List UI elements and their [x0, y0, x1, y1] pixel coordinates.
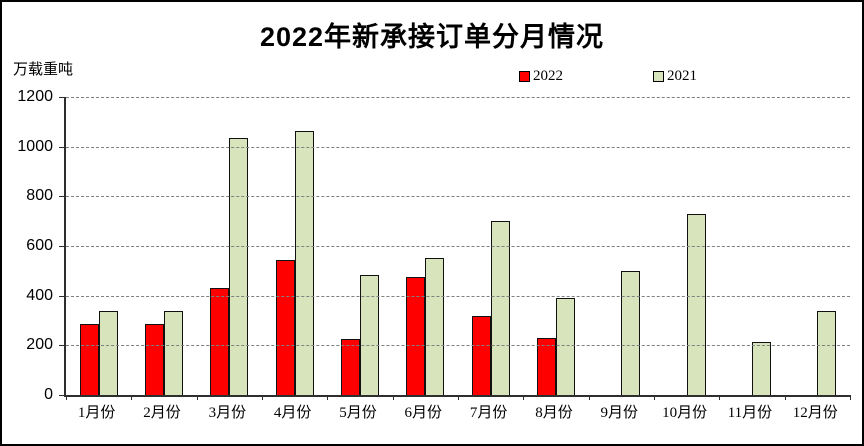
x-tick-label-5月份: 5月份: [339, 405, 377, 421]
legend-item-2021: 2021: [653, 68, 697, 85]
gridline-200: [66, 345, 850, 347]
bar-2022-7月份: [471, 315, 491, 395]
y-tick-200: [59, 345, 66, 347]
x-tick-label-6月份: 6月份: [404, 405, 443, 421]
y-tick-1200: [59, 97, 66, 98]
x-tick-5: [392, 395, 394, 400]
x-tick-6: [458, 395, 459, 400]
bar-2021-1月份: [98, 310, 118, 395]
y-axis-labels: 0 200 400 600 800 1000 1200: [2, 88, 58, 403]
x-tick-12: [850, 395, 851, 400]
legend-swatch-2021-icon: [653, 71, 664, 82]
x-tick-label-12月份: 12月份: [792, 405, 838, 421]
x-tick-0: [66, 395, 67, 400]
bar-2021-2月份: [163, 310, 183, 395]
x-tick-1: [131, 395, 133, 400]
legend-item-2022: 2022: [519, 68, 563, 85]
gridline-400: [66, 295, 850, 297]
legend-label-2021: 2021: [667, 68, 697, 84]
bar-2021-9月份: [621, 270, 641, 395]
y-tick-label-800: 800: [26, 187, 53, 205]
legend-swatch-2022-icon: [519, 71, 530, 82]
gridline-800: [66, 196, 850, 198]
bar-group-11月份: [719, 97, 784, 395]
bar-2021-7月份: [490, 221, 510, 395]
bar-2021-4月份: [294, 130, 314, 395]
bar-2022-6月份: [406, 277, 426, 395]
bar-group-7月份: [458, 97, 523, 395]
y-tick-label-0: 0: [44, 386, 53, 403]
bar-group-6月份: [393, 97, 458, 395]
x-tick-9: [654, 395, 655, 400]
y-tick-label-1200: 1200: [17, 88, 53, 105]
bar-2022-8月份: [536, 337, 556, 395]
bar-2021-3月份: [229, 137, 249, 395]
bar-2021-12月份: [817, 310, 837, 395]
y-tick-600: [59, 246, 66, 247]
bar-2021-6月份: [425, 258, 445, 395]
gridline-600: [66, 246, 850, 247]
y-tick-800: [59, 196, 66, 198]
bar-2022-5月份: [340, 339, 360, 395]
bar-2021-5月份: [359, 274, 379, 395]
bar-2021-11月份: [751, 341, 771, 395]
bar-group-3月份: [197, 97, 262, 395]
legend-label-2022: 2022: [533, 68, 563, 84]
bar-group-10月份: [654, 97, 719, 395]
x-tick-3: [262, 395, 263, 400]
bar-2021-10月份: [686, 213, 706, 395]
plot-area: [59, 97, 851, 400]
bar-group-9月份: [589, 97, 654, 395]
y-tick-label-600: 600: [26, 237, 53, 254]
x-tick-label-2月份: 2月份: [143, 405, 181, 421]
x-tick-label-9月份: 9月份: [600, 405, 639, 421]
bar-2021-8月份: [555, 298, 575, 395]
y-tick-0: [59, 395, 66, 396]
x-tick-10: [719, 395, 721, 400]
x-tick-label-4月份: 4月份: [273, 405, 312, 421]
y-tick-400: [59, 295, 66, 297]
y-tick-label-400: 400: [26, 286, 53, 304]
x-tick-label-8月份: 8月份: [535, 405, 573, 421]
y-axis-unit-label: 万载重吨: [13, 62, 74, 78]
chart-title: 2022年新承接订单分月情况: [259, 22, 605, 52]
gridline-1200: [66, 97, 850, 98]
bars-container: [66, 97, 850, 395]
bar-group-5月份: [327, 97, 392, 395]
x-tick-8: [588, 395, 590, 400]
x-tick-label-11月份: 11月份: [727, 405, 773, 421]
bar-group-12月份: [785, 97, 850, 395]
x-tick-label-3月份: 3月份: [208, 405, 247, 421]
x-tick-11: [784, 395, 786, 400]
y-tick-1000: [59, 146, 66, 148]
x-tick-7: [523, 395, 525, 400]
bar-group-8月份: [523, 97, 588, 395]
x-tick-label-10月份: 10月份: [662, 405, 708, 421]
bar-2022-3月份: [210, 288, 230, 395]
x-axis-labels: 1月份 2月份 3月份 4月份 5月份 6月份 7月份 8月份 9月份 10月份 11月份 12月份: [64, 401, 848, 422]
y-tick-label-200: 200: [26, 336, 53, 354]
y-tick-label-1000: 1000: [17, 137, 53, 155]
bar-group-2月份: [131, 97, 196, 395]
bar-2022-1月份: [79, 324, 99, 395]
bar-group-1月份: [66, 97, 131, 395]
x-tick-2: [196, 395, 198, 400]
x-tick-label-1月份: 1月份: [77, 405, 116, 421]
x-tick-label-7月份: 7月份: [469, 405, 508, 421]
bar-2022-2月份: [144, 324, 164, 395]
bar-2022-4月份: [275, 259, 295, 395]
x-tick-4: [327, 395, 329, 400]
gridline-1000: [66, 146, 850, 148]
